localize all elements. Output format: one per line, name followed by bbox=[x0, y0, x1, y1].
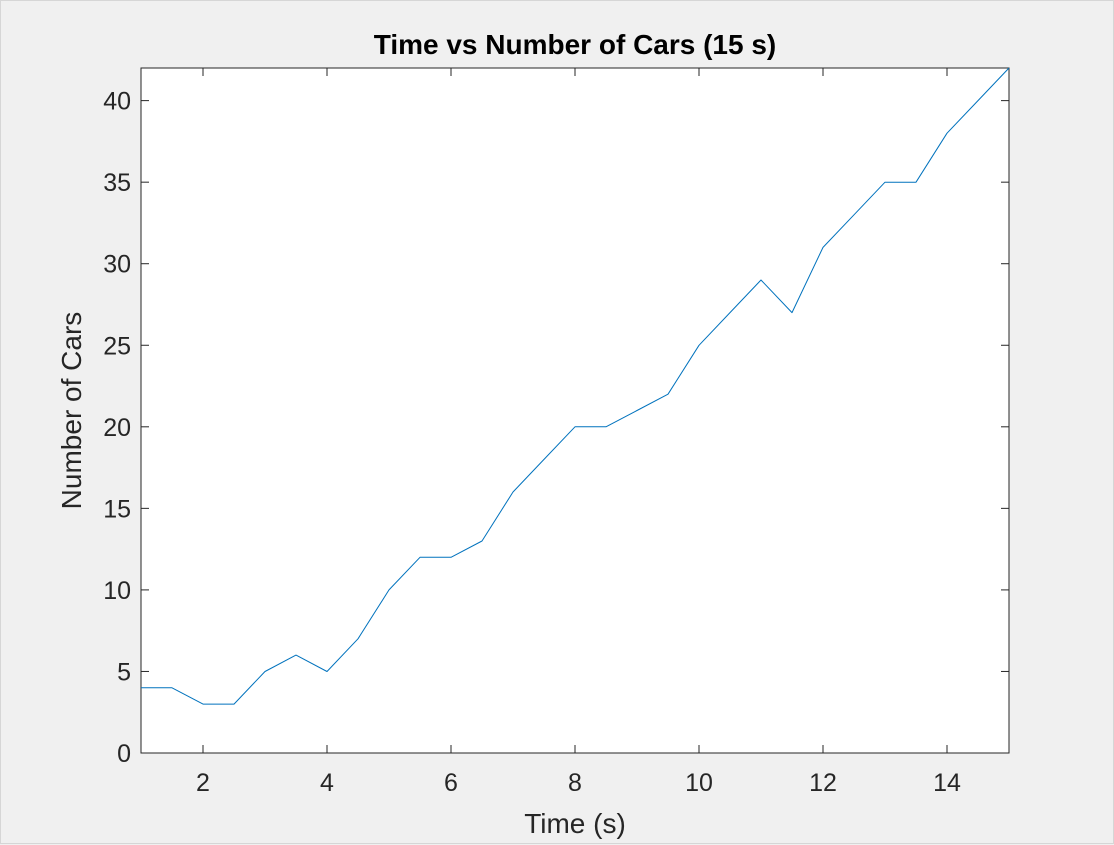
chart-title: Time vs Number of Cars (15 s) bbox=[374, 29, 777, 60]
x-tick-label: 2 bbox=[196, 769, 210, 797]
series-line bbox=[141, 67, 1010, 705]
y-tick-label: 40 bbox=[103, 88, 131, 116]
y-tick-label: 35 bbox=[103, 169, 131, 197]
y-tick-label: 5 bbox=[117, 658, 131, 686]
y-tick-label: 20 bbox=[103, 414, 131, 442]
x-axis-ticks: 2 4 6 8 10 12 14 bbox=[196, 68, 961, 797]
y-axis-title: Number of Cars bbox=[56, 312, 87, 510]
y-tick-label: 15 bbox=[103, 495, 131, 523]
y-tick-label: 10 bbox=[103, 577, 131, 605]
y-axis-ticks: 0 5 10 15 20 25 30 35 40 bbox=[103, 88, 1009, 768]
x-axis-title: Time (s) bbox=[524, 808, 626, 839]
plot-area bbox=[140, 67, 1010, 754]
series-layer bbox=[141, 67, 1010, 705]
y-tick-label: 0 bbox=[117, 740, 131, 768]
x-tick-label: 6 bbox=[444, 769, 458, 797]
x-tick-label: 10 bbox=[685, 769, 713, 797]
x-tick-label: 14 bbox=[933, 769, 961, 797]
x-tick-label: 12 bbox=[809, 769, 837, 797]
x-tick-label: 8 bbox=[568, 769, 582, 797]
y-tick-label: 30 bbox=[103, 251, 131, 279]
y-tick-label: 25 bbox=[103, 332, 131, 360]
x-tick-label: 4 bbox=[320, 769, 334, 797]
